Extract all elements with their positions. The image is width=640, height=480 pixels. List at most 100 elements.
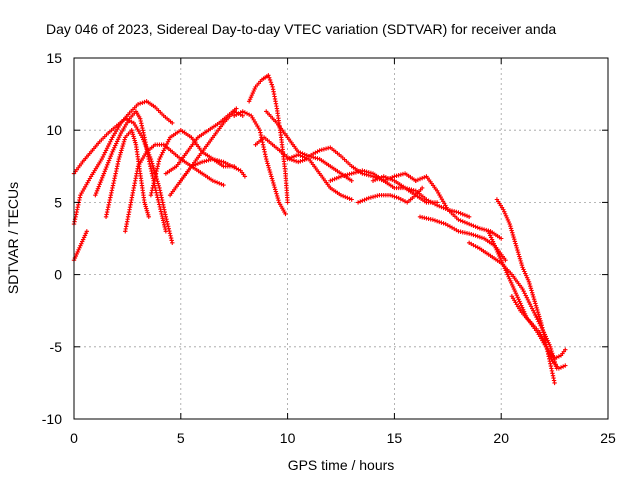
data-point: [133, 140, 138, 145]
data-point: [267, 169, 273, 175]
data-point: [509, 280, 514, 286]
data-point: [462, 212, 468, 218]
data-point: [106, 158, 112, 163]
data-point: [143, 204, 148, 209]
data-point: [208, 157, 213, 162]
data-point: [345, 172, 350, 177]
data-point: [486, 229, 491, 234]
data-point: [151, 165, 156, 171]
x-tick-label: 20: [493, 430, 509, 446]
data-point: [212, 179, 218, 184]
data-point: [471, 232, 476, 238]
data-point: [495, 249, 500, 255]
series-arc-11: [246, 73, 290, 205]
data-point: [82, 233, 88, 238]
data-point: [499, 236, 504, 241]
data-point: [98, 179, 103, 185]
data-point: [144, 206, 149, 211]
data-point: [358, 169, 363, 174]
data-point: [251, 88, 256, 94]
data-point: [394, 195, 399, 200]
data-point: [537, 316, 543, 321]
data-point: [392, 194, 397, 199]
data-point: [508, 278, 513, 283]
data-point: [100, 173, 106, 178]
data-point: [283, 211, 288, 217]
data-point: [473, 233, 478, 238]
data-point: [298, 153, 303, 158]
data-point: [372, 177, 378, 183]
data-point: [460, 212, 465, 217]
data-point: [321, 147, 327, 152]
data-point: [250, 90, 256, 96]
data-point: [375, 176, 380, 182]
data-point: [499, 260, 505, 265]
data-point: [520, 265, 525, 270]
data-point: [521, 267, 526, 272]
data-point: [434, 203, 440, 208]
data-point: [242, 174, 248, 179]
data-point: [291, 158, 297, 163]
data-point: [519, 263, 525, 268]
data-point: [502, 266, 508, 271]
data-point: [165, 224, 171, 229]
data-point: [434, 218, 440, 224]
x-axis-label: GPS time / hours: [288, 457, 395, 473]
data-point: [375, 193, 380, 198]
data-point: [460, 219, 465, 224]
series-arc-25: [509, 294, 568, 361]
data-point: [313, 155, 318, 161]
data-point: [317, 148, 322, 153]
data-point: [392, 174, 397, 179]
data-point: [99, 177, 104, 183]
data-point: [248, 94, 254, 100]
data-point: [481, 227, 487, 232]
data-point: [219, 159, 224, 164]
data-point: [394, 173, 399, 179]
data-point: [129, 128, 134, 133]
data-point: [492, 243, 497, 248]
data-point: [400, 171, 406, 177]
data-point: [527, 281, 532, 287]
data-point: [516, 252, 521, 257]
data-point: [273, 189, 279, 194]
data-point: [293, 153, 299, 158]
data-point: [268, 172, 273, 177]
data-point: [193, 162, 198, 167]
data-point: [332, 176, 337, 182]
data-point: [118, 150, 123, 155]
data-point: [563, 363, 568, 368]
data-point: [274, 191, 279, 196]
data-point: [76, 247, 81, 253]
data-point: [101, 171, 107, 176]
data-point: [84, 229, 90, 234]
data-point: [508, 224, 513, 229]
data-point: [296, 152, 301, 157]
data-point: [151, 180, 156, 186]
data-point: [340, 173, 346, 179]
data-point: [267, 75, 272, 80]
data-point: [419, 185, 425, 191]
data-point: [142, 99, 147, 105]
y-tick-label: 15: [46, 50, 62, 66]
data-point: [343, 173, 348, 178]
data-point: [323, 146, 329, 151]
data-point: [502, 211, 508, 216]
series-arc-5: [103, 128, 151, 220]
data-point: [349, 171, 354, 176]
data-point: [532, 299, 537, 304]
data-point: [479, 226, 485, 232]
data-point: [355, 169, 361, 174]
data-point: [536, 312, 541, 317]
data-point: [210, 156, 216, 162]
data-point: [170, 240, 175, 246]
data-point: [360, 198, 365, 203]
data-point: [511, 286, 517, 292]
data-point: [518, 258, 523, 264]
y-tick-label: 5: [54, 194, 62, 210]
x-tick-label: 10: [280, 430, 296, 446]
data-point: [131, 134, 136, 139]
data-point: [155, 197, 161, 202]
data-point: [266, 165, 272, 170]
data-point: [526, 279, 532, 285]
